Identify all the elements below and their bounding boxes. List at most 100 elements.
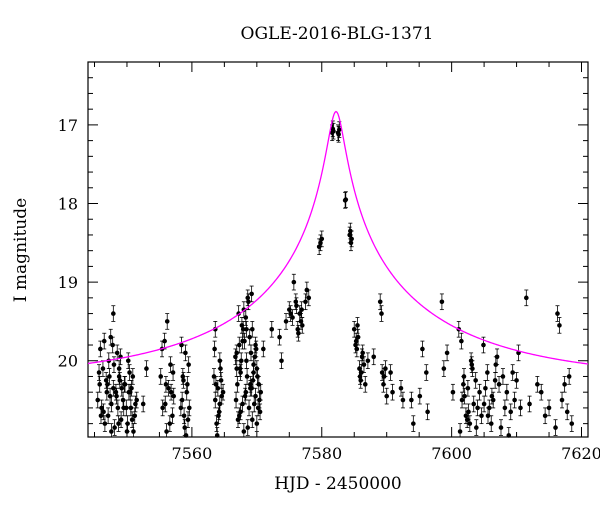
data-point xyxy=(400,391,406,409)
x-tick-label: 7560 xyxy=(172,444,213,463)
data-point xyxy=(245,289,251,307)
data-point xyxy=(450,383,456,401)
data-point xyxy=(319,230,325,248)
data-point xyxy=(100,360,106,377)
y-tick-label: 17 xyxy=(58,116,78,135)
data-point xyxy=(343,191,349,208)
data-point xyxy=(218,372,224,389)
data-point xyxy=(349,230,354,248)
data-point xyxy=(502,399,508,417)
data-point xyxy=(217,352,223,370)
model-curve xyxy=(87,110,589,365)
data-point xyxy=(424,364,429,381)
data-point xyxy=(254,360,260,377)
data-point xyxy=(498,419,504,436)
data-point xyxy=(351,321,357,338)
data-point xyxy=(473,372,478,389)
data-point xyxy=(359,364,364,381)
data-point xyxy=(183,427,189,438)
data-point xyxy=(299,301,304,318)
data-point xyxy=(444,344,450,362)
data-point xyxy=(249,321,255,338)
data-point xyxy=(481,395,487,413)
data-point xyxy=(279,352,284,370)
x-tick-label: 7600 xyxy=(431,444,472,463)
data-point xyxy=(246,399,252,417)
data-point xyxy=(101,403,106,421)
data-point xyxy=(465,379,471,397)
data-point xyxy=(441,360,447,377)
data-point xyxy=(111,356,117,373)
data-point xyxy=(241,423,247,438)
data-point xyxy=(508,403,514,421)
data-point xyxy=(235,376,240,393)
data-point xyxy=(288,305,293,322)
data-point xyxy=(98,407,104,425)
plot-frame xyxy=(87,61,589,438)
data-point xyxy=(485,407,491,425)
data-point xyxy=(553,419,558,436)
x-axis-label: HJD - 2450000 xyxy=(274,474,402,494)
data-point xyxy=(251,395,257,413)
data-point xyxy=(124,399,129,417)
data-point xyxy=(354,340,360,358)
data-point xyxy=(459,332,464,350)
data-point xyxy=(98,340,103,358)
data-point xyxy=(461,376,466,393)
data-point xyxy=(185,376,190,393)
data-point xyxy=(181,372,186,389)
data-point xyxy=(493,356,499,373)
data-point xyxy=(122,376,127,393)
data-point xyxy=(283,313,289,330)
data-point xyxy=(294,297,299,314)
chart-title: OGLE-2016-BLG-1371 xyxy=(241,24,434,44)
data-point xyxy=(258,383,264,401)
data-point xyxy=(162,395,168,413)
data-point xyxy=(388,364,393,381)
data-point xyxy=(475,399,480,417)
axis-ticks xyxy=(88,61,588,437)
data-point xyxy=(564,403,570,421)
data-point xyxy=(535,376,540,393)
data-point xyxy=(130,368,136,385)
data-point xyxy=(168,383,174,401)
data-point xyxy=(298,313,304,330)
data-point xyxy=(492,372,498,389)
data-point xyxy=(248,344,254,362)
data-point xyxy=(557,317,562,334)
data-point xyxy=(113,383,119,401)
data-point xyxy=(183,344,188,362)
data-point xyxy=(527,395,532,413)
data-point xyxy=(108,328,114,346)
data-point xyxy=(234,360,240,377)
data-point xyxy=(306,289,312,307)
data-point xyxy=(127,383,133,401)
data-point xyxy=(214,427,220,438)
data-point xyxy=(179,391,185,409)
data-point xyxy=(569,415,575,432)
data-point xyxy=(516,344,521,362)
data-point xyxy=(245,419,251,436)
data-point xyxy=(514,372,519,389)
x-tick-label: 7620 xyxy=(561,444,600,463)
data-point xyxy=(109,423,114,438)
data-point xyxy=(96,364,102,381)
data-point xyxy=(546,399,552,417)
data-point xyxy=(269,321,275,338)
data-point xyxy=(303,293,308,311)
data-point xyxy=(114,344,120,362)
data-point xyxy=(251,364,256,381)
data-point xyxy=(140,395,146,413)
data-point xyxy=(538,383,544,401)
data-point xyxy=(244,352,249,370)
data-point xyxy=(474,419,479,436)
data-point xyxy=(212,340,217,358)
data-point xyxy=(555,305,560,322)
data-point xyxy=(355,328,361,346)
tick-labels: 7560 7580 7600 7620 17 18 19 20 xyxy=(58,116,600,463)
data-point xyxy=(186,399,192,417)
data-point xyxy=(398,379,404,397)
data-point xyxy=(489,387,495,405)
data-point xyxy=(248,376,253,393)
data-point xyxy=(235,411,241,428)
